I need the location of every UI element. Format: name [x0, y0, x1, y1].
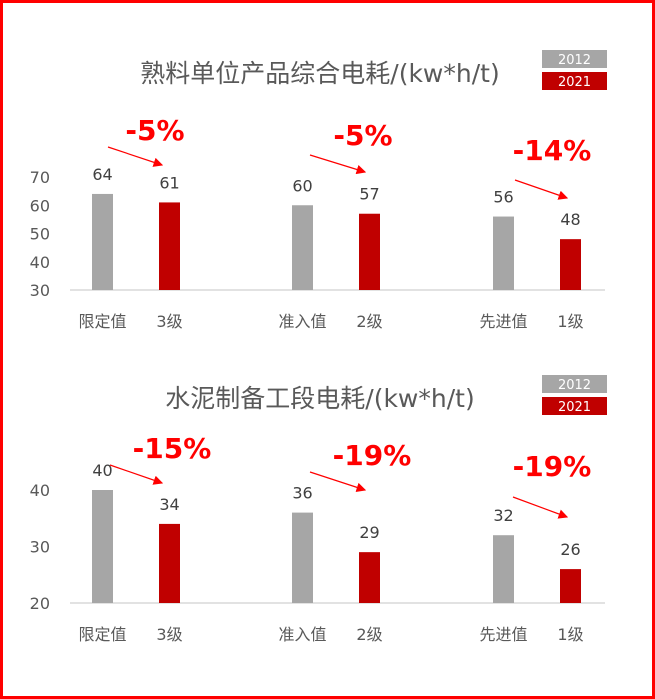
bar-2012 [92, 193, 113, 290]
x-tick-label: 3级 [156, 312, 182, 331]
bar-2021 [560, 239, 581, 290]
data-label: 32 [493, 506, 513, 525]
x-tick-label: 3级 [156, 625, 182, 644]
data-label: 40 [92, 461, 112, 480]
bar-2012 [292, 205, 313, 290]
data-label: 48 [560, 210, 580, 229]
legend-swatch-2012 [542, 50, 607, 68]
change-arrow [107, 146, 164, 167]
bar-2012 [493, 535, 514, 603]
y-tick-label: 30 [30, 281, 50, 300]
x-tick-label: 2级 [356, 625, 382, 644]
bar-2021 [159, 202, 180, 290]
x-tick-label: 1级 [557, 625, 583, 644]
change-percent-label: -19% [333, 439, 412, 472]
change-arrow [309, 154, 367, 175]
y-tick-label: 60 [30, 196, 50, 215]
chart-title: 水泥制备工段电耗/(kw*h/t) [165, 384, 474, 413]
y-tick-label: 20 [30, 594, 50, 613]
data-label: 29 [359, 523, 379, 542]
legend-swatch-2021 [542, 72, 607, 90]
data-label: 34 [159, 495, 179, 514]
y-tick-label: 40 [30, 481, 50, 500]
change-percent-label: -5% [333, 119, 392, 152]
bar-2021 [359, 552, 380, 603]
bar-2012 [292, 512, 313, 603]
y-tick-label: 70 [30, 168, 50, 187]
data-label: 36 [292, 484, 312, 503]
change-arrow [514, 179, 569, 200]
change-arrow [109, 464, 164, 485]
legend-label-2021: 2021 [558, 75, 591, 90]
bar-2012 [493, 216, 514, 290]
data-label: 26 [560, 540, 580, 559]
data-label: 60 [292, 176, 312, 195]
data-label: 61 [159, 173, 179, 192]
x-tick-label: 准入值 [278, 312, 326, 331]
x-tick-label: 1级 [557, 312, 583, 331]
change-arrow [309, 471, 367, 492]
bar-2021 [159, 523, 180, 603]
x-tick-label: 先进值 [479, 625, 527, 644]
legend-swatch-2021 [542, 397, 607, 415]
x-tick-label: 2级 [356, 312, 382, 331]
y-tick-label: 30 [30, 538, 50, 557]
chart-title: 熟料单位产品综合电耗/(kw*h/t) [140, 59, 499, 88]
bar-2021 [359, 213, 380, 290]
x-tick-label: 先进值 [479, 312, 527, 331]
change-arrow [512, 496, 569, 519]
y-tick-label: 50 [30, 225, 50, 244]
data-label: 56 [493, 188, 513, 207]
change-percent-label: -19% [513, 450, 592, 483]
x-tick-label: 限定值 [78, 312, 126, 331]
legend-swatch-2012 [542, 375, 607, 393]
bar-2012 [92, 490, 113, 603]
x-tick-label: 准入值 [278, 625, 326, 644]
legend-label-2012: 2012 [558, 378, 591, 393]
y-tick-label: 40 [30, 253, 50, 272]
legend-label-2012: 2012 [558, 53, 591, 68]
data-label: 57 [359, 185, 379, 204]
data-label: 64 [92, 165, 112, 184]
change-percent-label: -15% [133, 432, 212, 465]
change-percent-label: -5% [125, 114, 184, 147]
bar-2021 [560, 569, 581, 603]
x-tick-label: 限定值 [78, 625, 126, 644]
change-percent-label: -14% [513, 134, 592, 167]
legend-label-2021: 2021 [558, 400, 591, 415]
